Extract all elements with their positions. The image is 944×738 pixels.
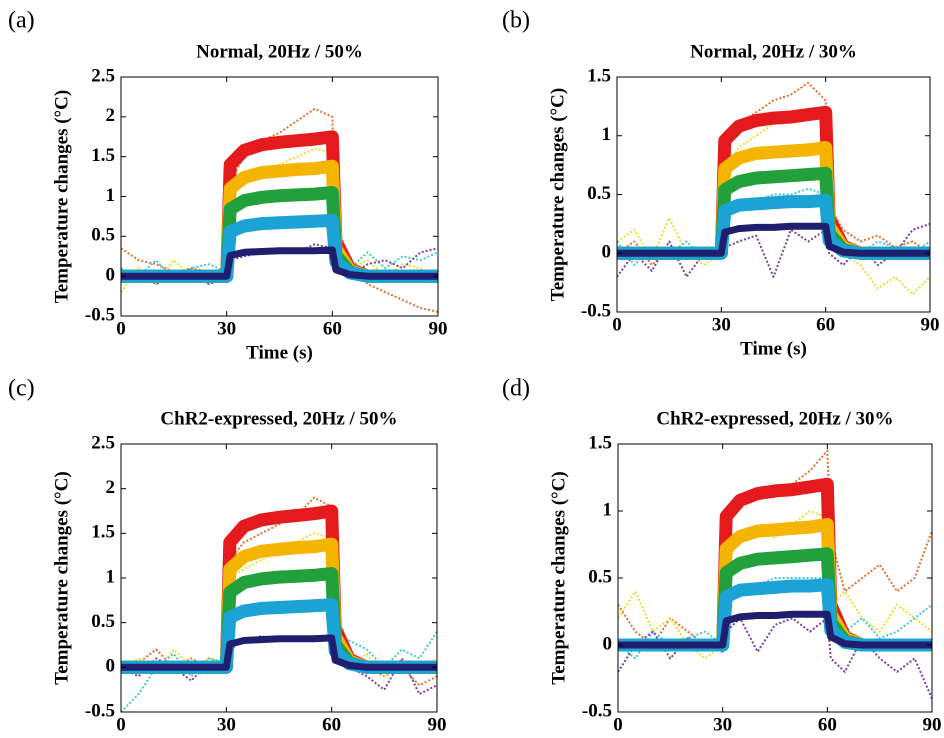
plot-area <box>121 107 438 313</box>
simulated-band <box>618 477 932 652</box>
panel: (d)ChR2-expressed, 20Hz / 30%Time (s)Tem… <box>502 376 942 736</box>
y-tick-label: 1 <box>603 499 613 520</box>
y-tick-label: -0.5 <box>582 700 612 721</box>
y-tick-label: 2 <box>106 477 116 498</box>
x-tick-label: 90 <box>428 714 447 735</box>
x-axis-label: Time (s) <box>740 338 807 359</box>
chart-title: ChR2-expressed, 20Hz / 50% <box>160 408 397 429</box>
measured-line <box>618 577 932 660</box>
panel-label: (c) <box>8 376 35 402</box>
plot-area <box>617 81 930 296</box>
simulated-band <box>121 504 437 674</box>
plot-area <box>618 449 932 699</box>
y-tick-label: 0.5 <box>91 225 115 246</box>
x-tick-label: 30 <box>217 318 236 339</box>
measured-line <box>618 449 932 646</box>
x-tick-label: 30 <box>713 714 732 735</box>
chart-title: Normal, 20Hz / 50% <box>196 41 363 62</box>
simulated-band <box>618 610 932 649</box>
y-tick-label: 0 <box>602 242 612 263</box>
y-axis-label: Temperature changes (°C) <box>547 88 568 301</box>
x-tick-label: 30 <box>712 314 731 335</box>
simulated-band <box>617 166 930 260</box>
y-tick-label: -0.5 <box>85 304 115 325</box>
y-tick-label: 2.5 <box>91 432 115 453</box>
measured-line <box>618 617 932 699</box>
simulated-band <box>121 567 437 674</box>
y-tick-label: 1.5 <box>91 145 115 166</box>
y-tick-label: 1.5 <box>91 522 115 543</box>
x-tick-label: 60 <box>816 314 835 335</box>
simulated-band <box>121 246 438 280</box>
y-tick-label: 2 <box>106 105 116 126</box>
x-tick-label: 30 <box>217 714 236 735</box>
x-tick-label: 60 <box>818 714 837 735</box>
x-tick-label: 90 <box>429 318 448 339</box>
y-tick-label: 0 <box>106 656 116 677</box>
x-tick-label: 0 <box>116 318 126 339</box>
y-tick-label: -0.5 <box>85 700 115 721</box>
measured-line <box>121 496 437 687</box>
panel-label: (a) <box>8 8 35 34</box>
y-tick-label: 2.5 <box>91 65 115 86</box>
y-tick-label: 1 <box>106 185 116 206</box>
simulated-band <box>617 222 930 257</box>
chart-title: Normal, 20Hz / 30% <box>690 41 857 62</box>
y-tick-label: 1.5 <box>588 432 612 453</box>
panel: (c)ChR2-expressed, 20Hz / 50%Time (s)Tem… <box>8 376 447 736</box>
simulated-band <box>121 130 438 283</box>
y-tick-label: 0.5 <box>588 566 612 587</box>
x-tick-label: 60 <box>322 714 341 735</box>
x-tick-label: 60 <box>323 318 342 339</box>
x-tick-label: 90 <box>923 714 942 735</box>
panel-label: (b) <box>502 8 530 34</box>
panel-label: (d) <box>502 376 530 402</box>
y-tick-label: 0 <box>106 265 116 286</box>
plot-area <box>121 496 437 712</box>
x-tick-label: 0 <box>613 714 623 735</box>
y-tick-label: 1.5 <box>587 65 611 86</box>
panel: (a) Normal, 20Hz / 50% Time (s) Temperature… <box>8 8 448 364</box>
x-tick-label: 0 <box>612 314 622 335</box>
y-tick-label: 0.5 <box>587 183 611 204</box>
y-tick-label: 1 <box>106 566 116 587</box>
y-tick-label: 0.5 <box>91 611 115 632</box>
y-axis-label: Temperature changes (°C) <box>51 471 72 684</box>
simulated-band <box>121 634 437 671</box>
y-axis-label: Temperature changes (°C) <box>548 471 569 684</box>
chart-title: ChR2-expressed, 20Hz / 30% <box>656 408 893 429</box>
x-tick-label: 0 <box>116 714 126 735</box>
y-tick-label: -0.5 <box>581 300 611 321</box>
x-tick-label: 90 <box>921 314 940 335</box>
simulated-band <box>618 547 932 652</box>
panel: (b) Normal, 20Hz / 30% Time (s) Temperature… <box>502 8 940 360</box>
y-axis-label: Temperature changes (°C) <box>51 90 72 303</box>
measured-line <box>618 510 932 660</box>
y-tick-label: 1 <box>602 124 612 145</box>
x-axis-label: Time (s) <box>246 342 313 363</box>
y-tick-label: 0 <box>603 633 613 654</box>
